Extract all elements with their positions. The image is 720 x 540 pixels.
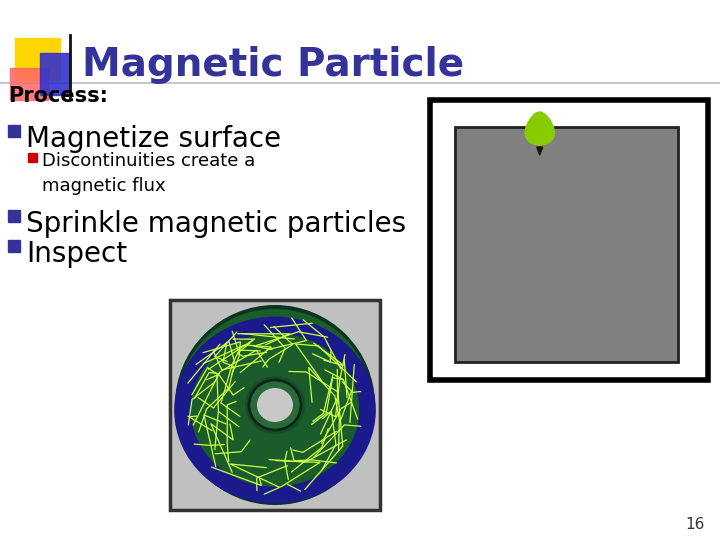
Bar [8, 210, 20, 222]
Bar [28, 153, 37, 162]
Polygon shape [536, 147, 543, 155]
Text: Sprinkle magnetic particles: Sprinkle magnetic particles [26, 210, 406, 238]
Bar [15, 38, 60, 80]
Ellipse shape [178, 309, 372, 501]
Bar [40, 53, 70, 95]
Text: Inspect: Inspect [26, 240, 127, 268]
Text: 16: 16 [685, 517, 705, 532]
Ellipse shape [175, 305, 375, 505]
Text: Magnetize surface: Magnetize surface [26, 125, 281, 153]
Bar [8, 125, 20, 137]
Ellipse shape [245, 376, 305, 434]
Ellipse shape [249, 380, 301, 430]
Text: Process:: Process: [8, 86, 108, 106]
Bar [430, 100, 708, 380]
Bar [8, 240, 20, 252]
Bar [170, 300, 380, 510]
Text: Discontinuities create a
magnetic flux: Discontinuities create a magnetic flux [42, 152, 256, 195]
Text: Magnetic Particle: Magnetic Particle [82, 46, 464, 84]
Polygon shape [525, 112, 554, 145]
Ellipse shape [257, 388, 293, 422]
Bar [170, 300, 380, 510]
Bar [455, 127, 678, 362]
Bar [10, 68, 48, 100]
